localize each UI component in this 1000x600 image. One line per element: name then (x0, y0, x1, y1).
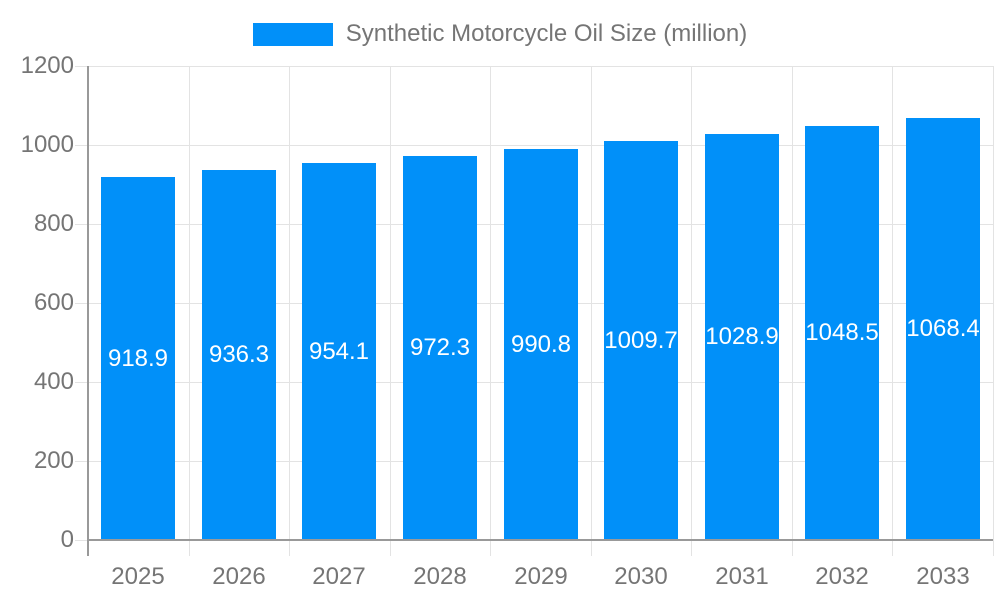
x-tick-label: 2028 (413, 563, 467, 590)
bar-value-label: 936.3 (208, 341, 270, 368)
y-tick-label: 200 (33, 447, 74, 474)
x-tick-label: 2031 (715, 563, 769, 590)
x-tick-label: 2026 (212, 563, 266, 590)
bar-value-label: 972.3 (409, 334, 471, 361)
bar[interactable]: 1048.5 (805, 126, 879, 540)
bar[interactable]: 1009.7 (604, 141, 678, 540)
bar-value-label: 1048.5 (805, 319, 879, 346)
y-tick-label: 1200 (20, 52, 74, 79)
bar[interactable]: 936.3 (202, 170, 276, 540)
bar-value-label: 1009.7 (604, 326, 678, 354)
bar-value-label: 918.9 (107, 344, 169, 372)
legend-label: Synthetic Motorcycle Oil Size (million) (345, 20, 748, 47)
x-gridline (189, 66, 190, 556)
x-tick-label: 2025 (111, 563, 165, 590)
y-gridline (75, 145, 993, 146)
legend-color-swatch (252, 22, 333, 46)
x-gridline (390, 66, 391, 556)
y-tick-label: 600 (33, 289, 74, 316)
x-gridline (490, 66, 491, 556)
bar-value-label: 954.1 (308, 337, 370, 365)
bar[interactable]: 1028.9 (705, 134, 779, 540)
x-gridline (289, 66, 290, 556)
legend[interactable]: Synthetic Motorcycle Oil Size (million) (0, 22, 1000, 46)
bar-value-label: 1068.4 (906, 315, 980, 342)
x-gridline (792, 66, 793, 556)
bar[interactable]: 954.1 (302, 163, 376, 540)
x-gridline (892, 66, 893, 556)
y-axis-line (87, 66, 89, 556)
bar[interactable]: 972.3 (403, 156, 477, 540)
x-tick-label: 2033 (916, 563, 970, 590)
x-axis-line (88, 539, 993, 541)
bar[interactable]: 1068.4 (906, 118, 980, 540)
y-gridline (75, 66, 993, 67)
x-gridline (691, 66, 692, 556)
y-tick-label: 400 (33, 368, 74, 395)
x-gridline (591, 66, 592, 556)
y-tick-label: 1000 (20, 131, 74, 158)
x-tick-label: 2030 (614, 563, 668, 590)
bar[interactable]: 990.8 (504, 149, 578, 540)
x-tick-label: 2029 (514, 563, 568, 590)
bar-value-label: 1028.9 (705, 323, 779, 350)
x-tick-label: 2032 (815, 563, 869, 590)
y-tick-label: 800 (33, 210, 74, 237)
y-tick-label: 0 (60, 526, 74, 553)
x-tick-label: 2027 (312, 563, 366, 590)
x-gridline (993, 66, 994, 556)
bar[interactable]: 918.9 (101, 177, 175, 540)
bar-value-label: 990.8 (510, 330, 572, 358)
